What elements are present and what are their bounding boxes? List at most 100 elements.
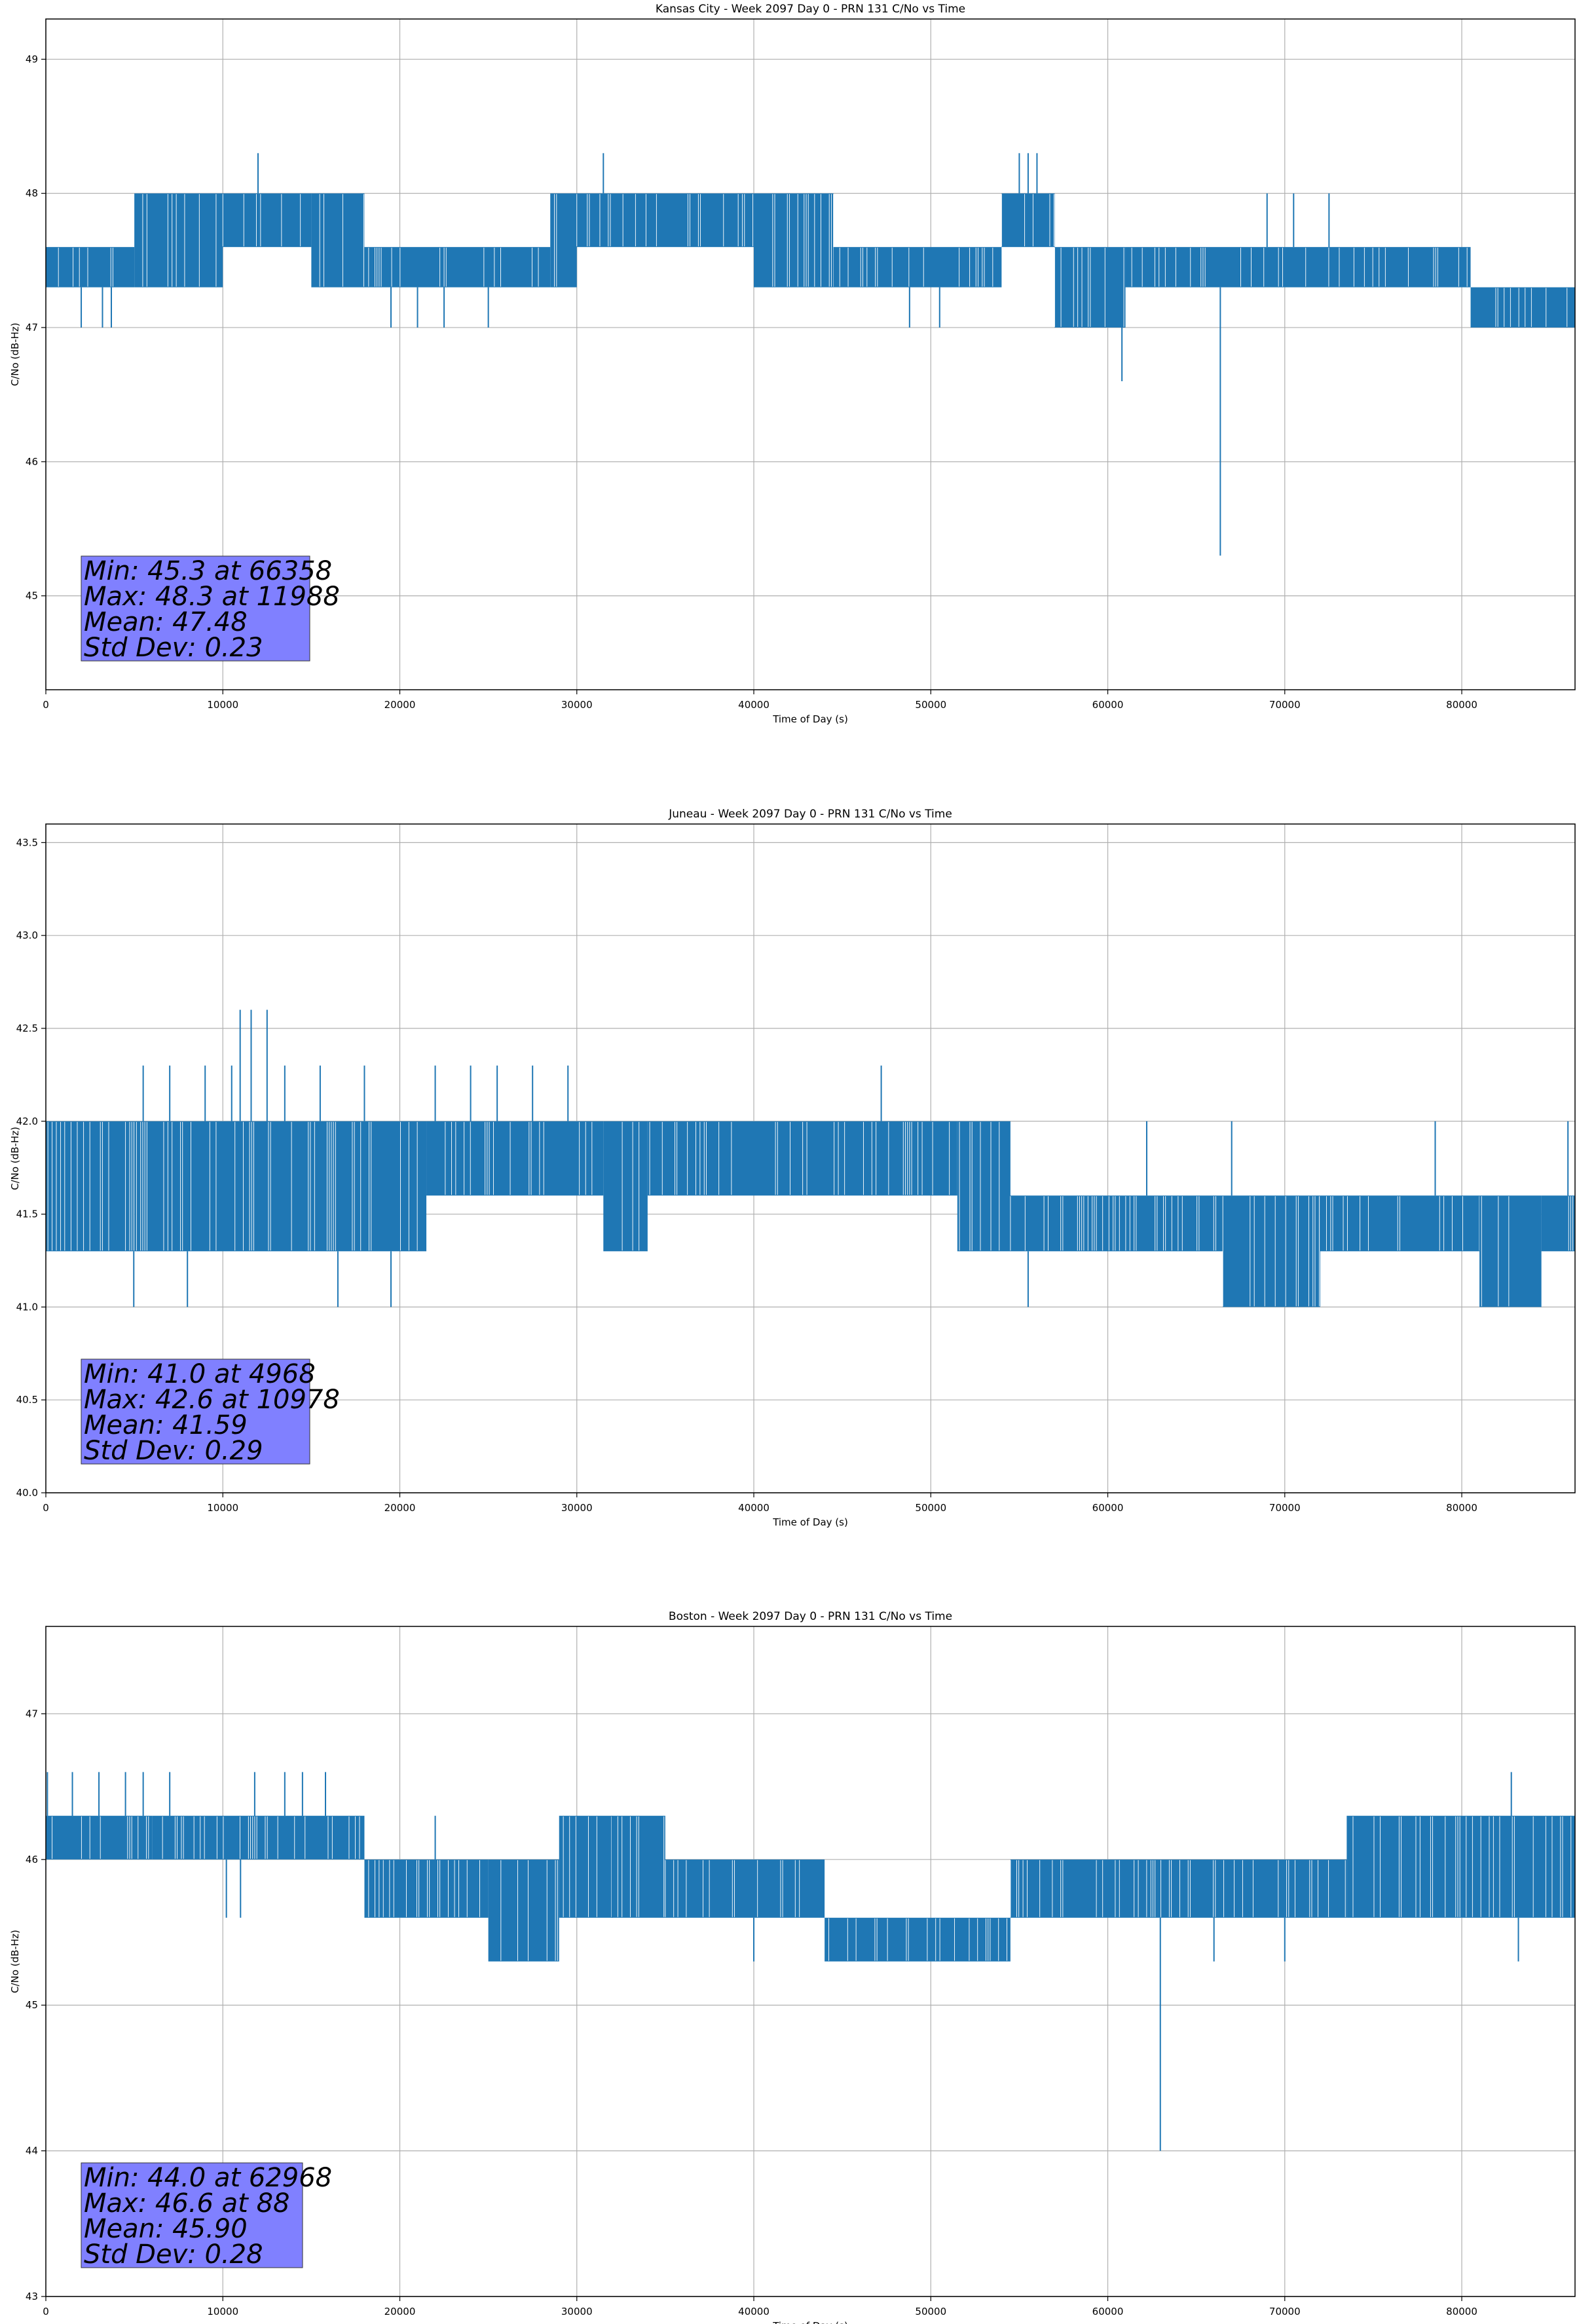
series-band	[46, 1816, 153, 1860]
x-tick-label: 60000	[1092, 2306, 1124, 2317]
stats-line: Max: 42.6 at 10978	[84, 1385, 340, 1415]
x-tick-label: 60000	[1092, 1502, 1124, 1514]
x-tick-label: 0	[43, 699, 49, 711]
y-tick-label: 46	[26, 456, 38, 468]
y-tick-label: 47	[26, 1708, 38, 1719]
series-band	[1223, 1195, 1320, 1307]
series-band	[833, 247, 1002, 288]
series-band	[1541, 1195, 1575, 1252]
stats-box	[81, 1359, 310, 1465]
plot-frame	[45, 18, 1576, 690]
stats-line: Max: 46.6 at 88	[84, 2188, 289, 2219]
y-tick-label: 42.5	[16, 1022, 38, 1034]
y-tick-label: 44	[26, 2145, 38, 2157]
stats-line: Min: 45.3 at 66358	[84, 556, 332, 586]
stats-box	[81, 2162, 303, 2268]
stats-line: Std Dev: 0.23	[84, 633, 263, 663]
series-band	[1470, 287, 1575, 328]
x-tick-label: 0	[43, 2306, 49, 2317]
y-tick-label: 49	[26, 53, 38, 65]
series-band	[825, 1917, 1011, 1962]
y-tick-label: 41.5	[16, 1209, 38, 1220]
x-tick-label: 30000	[561, 2306, 593, 2317]
x-tick-label: 20000	[384, 699, 416, 711]
series-band	[223, 193, 312, 248]
x-axis-label: Time of Day (s)	[772, 713, 848, 725]
series-band	[754, 193, 834, 288]
series-line	[46, 1772, 1575, 2151]
x-tick-label: 20000	[384, 2306, 416, 2317]
stats-line: Mean: 45.90	[84, 2214, 248, 2244]
y-tick-label: 43.5	[16, 836, 38, 848]
stats-line: Mean: 47.48	[84, 607, 248, 637]
series-band	[957, 1121, 1011, 1252]
series-band	[134, 193, 223, 288]
chart-0: 0 10000 20000 30000 40000 50000 60000 70000 8000…	[9, 3, 1576, 725]
y-tick-label: 48	[26, 187, 38, 199]
stats-line: Max: 48.3 at 11988	[84, 582, 340, 612]
y-tick-label: 45	[26, 1999, 38, 2011]
series-band	[1010, 1859, 1161, 1918]
series-band	[665, 1859, 825, 1918]
series-band	[1160, 1859, 1347, 1918]
series-band	[364, 247, 551, 288]
y-axis-label: C/No (dB-Hz)	[9, 323, 21, 386]
x-tick-label: 80000	[1446, 699, 1477, 711]
x-tick-label: 0	[43, 1502, 49, 1514]
y-tick-label: 43.0	[16, 929, 38, 941]
x-tick-label: 30000	[561, 699, 593, 711]
x-axis-label: Time of Day (s)	[772, 2320, 848, 2324]
x-tick-label: 50000	[915, 1502, 946, 1514]
x-tick-label: 50000	[915, 699, 946, 711]
series-band	[488, 1859, 559, 1962]
x-tick-label: 70000	[1269, 699, 1301, 711]
stats-line: Mean: 41.59	[84, 1410, 248, 1440]
x-tick-label: 80000	[1446, 2306, 1477, 2317]
x-tick-label: 70000	[1269, 1502, 1301, 1514]
x-tick-label: 40000	[738, 1502, 770, 1514]
series-band	[364, 1859, 489, 1918]
series-band	[1001, 193, 1055, 248]
x-tick-label: 30000	[561, 1502, 593, 1514]
stats-line: Min: 41.0 at 4968	[84, 1359, 316, 1389]
series-band	[311, 193, 365, 288]
plot-frame	[45, 1626, 1576, 2297]
chart-title: Juneau - Week 2097 Day 0 - PRN 131 C/No …	[668, 808, 952, 821]
y-axis-label: C/No (dB-Hz)	[9, 1127, 21, 1190]
series-band	[603, 1121, 648, 1252]
x-tick-label: 40000	[738, 699, 770, 711]
x-tick-label: 60000	[1092, 699, 1124, 711]
x-tick-label: 70000	[1269, 2306, 1301, 2317]
x-tick-label: 40000	[738, 2306, 770, 2317]
chart-1: 0 10000 20000 30000 40000 50000 60000 70000 8000…	[9, 808, 1576, 1528]
x-tick-label: 20000	[384, 1502, 416, 1514]
series-band	[152, 1816, 365, 1860]
x-tick-label: 10000	[207, 1502, 238, 1514]
y-tick-label: 45	[26, 590, 38, 602]
y-tick-label: 40.5	[16, 1394, 38, 1406]
series-band	[426, 1121, 604, 1196]
y-tick-label: 41.0	[16, 1301, 38, 1313]
y-tick-label: 40.0	[16, 1487, 38, 1499]
chart-2: 0 10000 20000 30000 40000 50000 60000 70000 8000…	[9, 1610, 1576, 2324]
stats-box	[81, 555, 310, 662]
x-tick-label: 10000	[207, 699, 238, 711]
x-tick-label: 50000	[915, 2306, 946, 2317]
y-tick-label: 42.0	[16, 1115, 38, 1127]
y-tick-label: 43	[26, 2291, 38, 2302]
y-tick-label: 46	[26, 1854, 38, 1865]
series-band	[1125, 247, 1471, 288]
stats-line: Min: 44.0 at 62968	[84, 2163, 332, 2193]
x-tick-label: 10000	[207, 2306, 238, 2317]
series-band	[576, 193, 754, 248]
y-tick-label: 47	[26, 322, 38, 333]
stats-line: Std Dev: 0.29	[84, 1436, 263, 1466]
x-axis-label: Time of Day (s)	[772, 1516, 848, 1528]
x-tick-label: 80000	[1446, 1502, 1477, 1514]
chart-title: Boston - Week 2097 Day 0 - PRN 131 C/No …	[669, 1610, 952, 1623]
chart-title: Kansas City - Week 2097 Day 0 - PRN 131 …	[656, 3, 965, 16]
stats-line: Std Dev: 0.28	[84, 2240, 263, 2270]
y-axis-label: C/No (dB-Hz)	[9, 1930, 21, 1993]
series-line	[46, 153, 1575, 556]
